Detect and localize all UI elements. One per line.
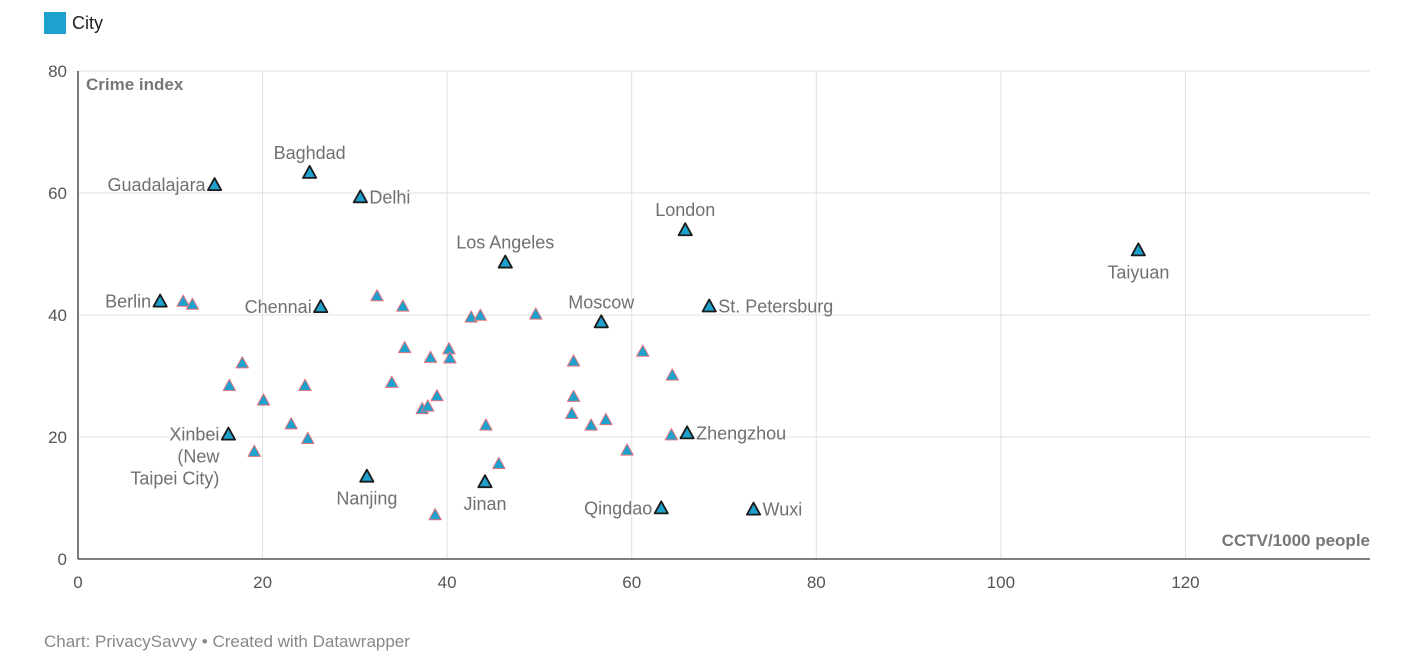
data-point — [443, 351, 457, 364]
data-point-highlighted — [313, 299, 329, 314]
data-point — [185, 297, 200, 310]
point-label: Berlin — [105, 292, 151, 312]
data-point-highlighted — [1130, 242, 1146, 257]
data-point — [398, 340, 412, 354]
data-point — [620, 443, 634, 456]
point-label: Los Angeles — [456, 233, 554, 253]
data-point — [396, 299, 410, 312]
x-tick-label: 120 — [1171, 573, 1199, 592]
data-point — [636, 344, 650, 357]
data-point-highlighted — [745, 501, 762, 516]
y-axis-title: Crime index — [86, 75, 184, 94]
data-point-highlighted — [593, 314, 609, 329]
data-point-highlighted — [679, 425, 695, 440]
x-tick-label: 40 — [438, 573, 457, 592]
data-point-highlighted — [152, 293, 168, 308]
point-label: Delhi — [369, 187, 410, 207]
point-label: Guadalajara — [108, 175, 207, 195]
y-tick-label: 20 — [48, 428, 67, 447]
data-point-highlighted — [497, 254, 513, 269]
data-point-highlighted — [220, 426, 236, 441]
data-point — [479, 418, 493, 431]
data-point — [423, 350, 438, 363]
data-point — [473, 308, 488, 321]
data-point-highlighted — [653, 500, 669, 515]
data-point — [442, 342, 456, 355]
point-label: Jinan — [463, 494, 506, 514]
data-point-highlighted — [359, 468, 375, 483]
data-point-highlighted — [677, 222, 693, 237]
data-point — [565, 406, 579, 419]
y-tick-label: 60 — [48, 184, 67, 203]
data-point — [176, 294, 190, 307]
legend: City — [44, 12, 103, 34]
x-tick-label: 0 — [73, 573, 82, 592]
y-tick-label: 0 — [58, 550, 67, 569]
data-point — [301, 431, 315, 445]
data-point — [284, 417, 298, 430]
point-label: Xinbei (New Taipei City) — [130, 425, 220, 489]
data-point — [566, 354, 581, 367]
point-label: Taiyuan — [1107, 262, 1169, 282]
point-label: Wuxi — [763, 500, 803, 520]
data-point — [664, 428, 679, 441]
x-tick-label: 60 — [622, 573, 641, 592]
data-point-highlighted — [207, 177, 223, 192]
data-point — [584, 418, 598, 431]
x-tick-label: 80 — [807, 573, 826, 592]
data-point — [421, 399, 435, 412]
data-point — [385, 375, 399, 388]
point-label: London — [655, 200, 715, 220]
data-point — [665, 368, 679, 381]
data-point — [370, 289, 384, 302]
x-tick-label: 100 — [987, 573, 1015, 592]
point-label: Baghdad — [274, 143, 346, 163]
data-point — [235, 356, 249, 369]
data-point — [492, 456, 506, 470]
x-axis-title: CCTV/1000 people — [1222, 531, 1370, 550]
data-point-highlighted — [302, 164, 318, 179]
legend-swatch — [44, 12, 66, 34]
data-point — [529, 307, 543, 320]
legend-label: City — [72, 12, 103, 33]
point-label: Moscow — [568, 292, 635, 312]
data-point-highlighted — [477, 474, 493, 489]
data-point — [566, 389, 581, 402]
data-point — [222, 378, 237, 391]
point-label: St. Petersburg — [718, 296, 833, 316]
y-tick-label: 40 — [48, 306, 67, 325]
data-point — [428, 508, 442, 521]
x-tick-label: 20 — [253, 573, 272, 592]
data-point — [247, 444, 261, 457]
data-point — [430, 389, 444, 402]
data-point — [599, 412, 613, 426]
data-point — [298, 378, 312, 391]
chart-source: Chart: PrivacySavvy • Created with Dataw… — [44, 632, 410, 651]
point-label: Nanjing — [336, 489, 397, 509]
data-point-highlighted — [352, 189, 368, 204]
point-label: Zhengzhou — [696, 423, 786, 443]
data-point — [256, 393, 271, 406]
point-label: Chennai — [245, 297, 312, 317]
point-label: Qingdao — [584, 498, 652, 518]
y-tick-label: 80 — [48, 62, 67, 81]
data-point-highlighted — [701, 298, 717, 313]
